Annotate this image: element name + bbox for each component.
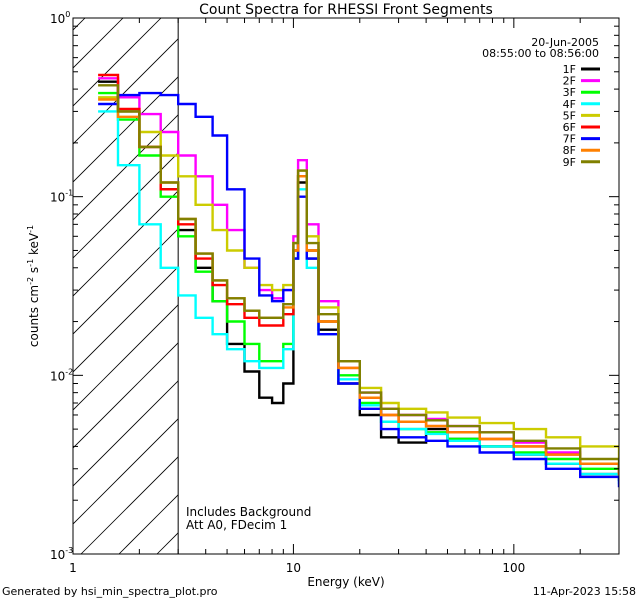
hatch-line bbox=[73, 266, 179, 373]
y-tick-label: 100 bbox=[50, 10, 70, 26]
hatch-line bbox=[0, 0, 111, 554]
chart-title: Count Spectra for RHESSI Front Segments bbox=[199, 2, 493, 18]
footer-timestamp: 11-Apr-2023 15:58 bbox=[533, 585, 636, 598]
hatch-line bbox=[347, 0, 640, 554]
hatch-line bbox=[73, 228, 179, 335]
footer-generated-by: Generated by hsi_min_spectra_plot.pro bbox=[2, 585, 218, 598]
hatch-line bbox=[461, 0, 640, 554]
hatch-line bbox=[575, 0, 640, 554]
annotation-attenuator: Att A0, FDecim 1 bbox=[186, 518, 287, 532]
annotation-background: Includes Background bbox=[186, 505, 311, 519]
x-tick-label: 10 bbox=[286, 561, 301, 575]
hatch-line bbox=[73, 190, 179, 297]
date-label: 20-Jun-2005 bbox=[531, 36, 599, 49]
hatch-line bbox=[73, 18, 124, 69]
hatch-line bbox=[73, 418, 179, 525]
hatch-line bbox=[309, 0, 640, 554]
y-tick-label: 10-3 bbox=[50, 546, 73, 562]
hatch-line bbox=[80, 456, 179, 554]
y-tick-label: 10-2 bbox=[50, 367, 73, 383]
hatch-line bbox=[73, 76, 179, 183]
hatch-line bbox=[73, 152, 179, 259]
series-line-9f bbox=[98, 84, 619, 470]
hatch-line bbox=[423, 0, 640, 554]
hatch-line bbox=[73, 380, 179, 487]
legend-label-5f: 5F bbox=[563, 109, 576, 122]
hatch-line bbox=[537, 0, 640, 554]
hatch-line bbox=[73, 342, 179, 449]
x-axis-label: Energy (keV) bbox=[307, 575, 384, 589]
x-tick-label: 1 bbox=[69, 561, 77, 575]
legend-label-2f: 2F bbox=[563, 75, 576, 88]
y-tick-label: 10-1 bbox=[50, 189, 73, 205]
legend-label-3f: 3F bbox=[563, 86, 576, 99]
hatch-line bbox=[613, 0, 640, 554]
plot-frame bbox=[72, 17, 620, 555]
hatch-line bbox=[73, 304, 179, 411]
x-tick-labels: 1 10 100 bbox=[69, 561, 525, 575]
series-line-7f bbox=[98, 91, 619, 488]
excluded-region-hatch bbox=[0, 0, 640, 554]
x-tick-label: 100 bbox=[502, 561, 525, 575]
axis-ticks bbox=[72, 17, 620, 555]
legend-label-1f: 1F bbox=[563, 63, 576, 76]
y-axis-label: counts cm-2 s-1 keV-1 bbox=[26, 225, 41, 347]
hatch-line bbox=[73, 18, 162, 107]
legend-label-7f: 7F bbox=[563, 133, 576, 146]
legend-label-8f: 8F bbox=[563, 144, 576, 157]
hatch-line bbox=[271, 0, 640, 554]
hatch-line bbox=[73, 114, 179, 221]
legend-label-4f: 4F bbox=[563, 98, 576, 111]
series-layer bbox=[98, 73, 619, 488]
y-tick-labels: 100 10-1 10-2 10-3 bbox=[50, 10, 73, 562]
time-range-label: 08:55:00 to 08:56:00 bbox=[482, 47, 599, 60]
hatch-line bbox=[385, 0, 640, 554]
legend-label-9f: 9F bbox=[563, 156, 576, 169]
hatch-line bbox=[73, 38, 179, 145]
legend-label-6f: 6F bbox=[563, 121, 576, 134]
